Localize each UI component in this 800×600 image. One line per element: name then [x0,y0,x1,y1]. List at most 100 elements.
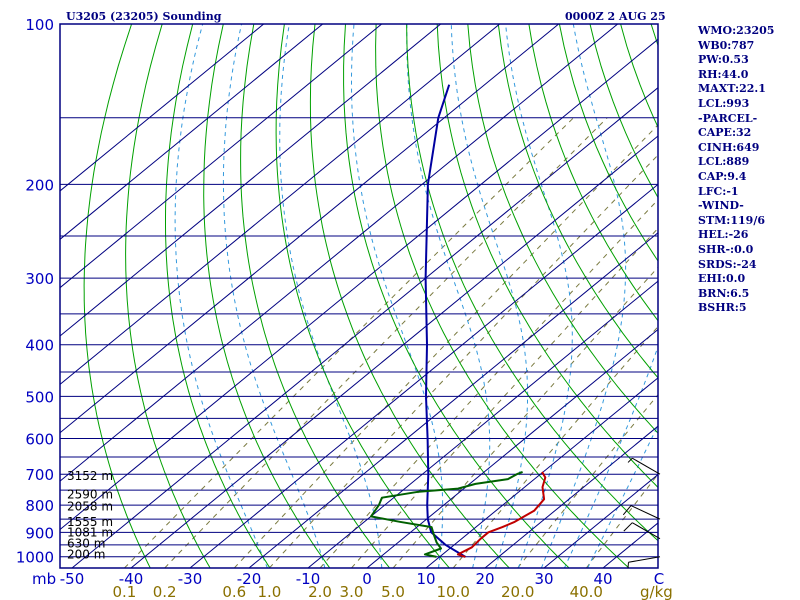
mixing-ratio-label: 0.6 [222,583,246,600]
wind-barb-flag [623,522,633,532]
dry-adiabat [528,24,658,322]
isotherm-line [60,24,323,240]
dry-adiabat [375,24,630,568]
index-line: CAPE:32 [698,126,752,140]
moist-adiabat [587,424,658,568]
pressure-tick-label: 700 [25,466,54,484]
temperature-tick-label: 20 [475,570,494,588]
temperature-tick-label: -20 [237,570,262,588]
isotherm-line [60,38,658,531]
pressure-tick-label: 800 [25,497,54,515]
dry-adiabat [309,24,510,568]
temperature-tick-label: -30 [178,570,203,588]
index-line: BRN:6.5 [698,286,750,300]
isotherm-line [71,87,658,568]
mixing-ratio-label: 0.1 [113,583,137,600]
dry-adiabat [83,24,151,568]
index-line: -PARCEL- [698,111,758,125]
dewpoint-trace [370,470,523,558]
moist-adiabat [222,24,326,568]
isotherm-line [425,377,658,568]
index-line: WB0:787 [698,38,755,52]
plot-frame [59,23,659,569]
moist-adiabat [450,24,529,568]
temperature-tick-label: 0 [362,570,372,588]
isotherm-line [543,473,658,568]
pressure-tick-label: 100 [25,16,54,34]
moist-adiabat [351,24,444,568]
temperature-tick-label: 40 [593,570,612,588]
sounding-profiles [370,84,547,558]
index-line: WMO:23205 [698,24,775,37]
dry-adiabat [406,24,658,542]
sounding-station-title: U3205 (23205) Sounding [66,10,222,23]
mixing-ratio-label: 5.0 [381,583,405,600]
pressure-tick-label: 300 [25,270,54,288]
isotherm-line [60,24,618,482]
wind-barb-staff [632,457,661,475]
wind-barbs [622,457,661,569]
pressure-tick-label: 500 [25,388,54,406]
index-line: SHR-:0.0 [698,242,754,256]
mixing-ratio-unit-label: g/kg [640,583,673,600]
dry-adiabat [165,24,271,568]
isotherms [60,24,658,568]
mixing-ratio-line [319,198,658,568]
isobars [60,23,658,569]
dry-adiabat [275,24,450,568]
pressure-unit-label: mb [32,570,56,588]
index-line: HEL:-26 [698,228,749,242]
height-label: 630 m [67,537,105,551]
isotherm-line [189,183,658,568]
temperature-tick-label: 10 [416,570,435,588]
wind-barb-staff [632,522,661,540]
moist-adiabat [406,24,491,568]
wind-barb-flag [622,505,632,516]
pressure-tick-label: 400 [25,337,54,355]
mixing-ratio-label: 10.0 [436,583,469,600]
dry-adiabat [558,24,658,262]
mixing-ratio-label: 2.0 [308,583,332,600]
index-line: -WIND- [698,199,744,213]
moist-adiabat [279,24,383,568]
pressure-tick-label: 600 [25,431,54,449]
wind-barb-staff [628,556,661,563]
sounding-time-title: 0000Z 2 AUG 25 [565,10,666,23]
isotherm-line [307,280,658,568]
moist-adiabats [174,24,658,568]
pressure-tick-label: 200 [25,176,54,194]
index-line: CINH:649 [698,140,760,154]
mixing-ratio-label: 0.2 [153,583,177,600]
index-line: BSHR:5 [698,301,747,315]
height-label: 2058 m [67,500,113,514]
wind-barb-flag [627,562,629,569]
isotherm-line [130,135,658,568]
dry-adiabat [497,24,658,379]
index-line: SRDS:-24 [698,257,757,271]
index-line: LFC:-1 [698,184,739,198]
pressure-tick-label: 1000 [16,549,54,567]
temperature-tick-label: C [654,570,664,588]
plot-border [59,23,659,569]
pressure-tick-label: 900 [25,524,54,542]
moist-adiabat [505,24,573,568]
wind-barb-flag [627,457,633,463]
isotherm-line [60,24,382,289]
temperature-tick-label: -40 [119,570,144,588]
temperature-tick-label: -50 [60,570,85,588]
moist-adiabat [174,24,268,568]
index-line: EHI:0.0 [698,272,746,286]
mixing-ratio-label: 3.0 [340,583,364,600]
temperature-tick-label: 30 [534,570,553,588]
index-line: RH:44.0 [698,67,749,81]
isotherm-line [248,232,658,568]
isotherm-line [60,24,264,192]
wind-barb-staff [630,505,661,520]
height-label: 3152 m [67,469,113,483]
isotherm-line [60,24,441,337]
dry-adiabat [203,24,331,568]
mixing-ratio-label: 1.0 [257,583,281,600]
